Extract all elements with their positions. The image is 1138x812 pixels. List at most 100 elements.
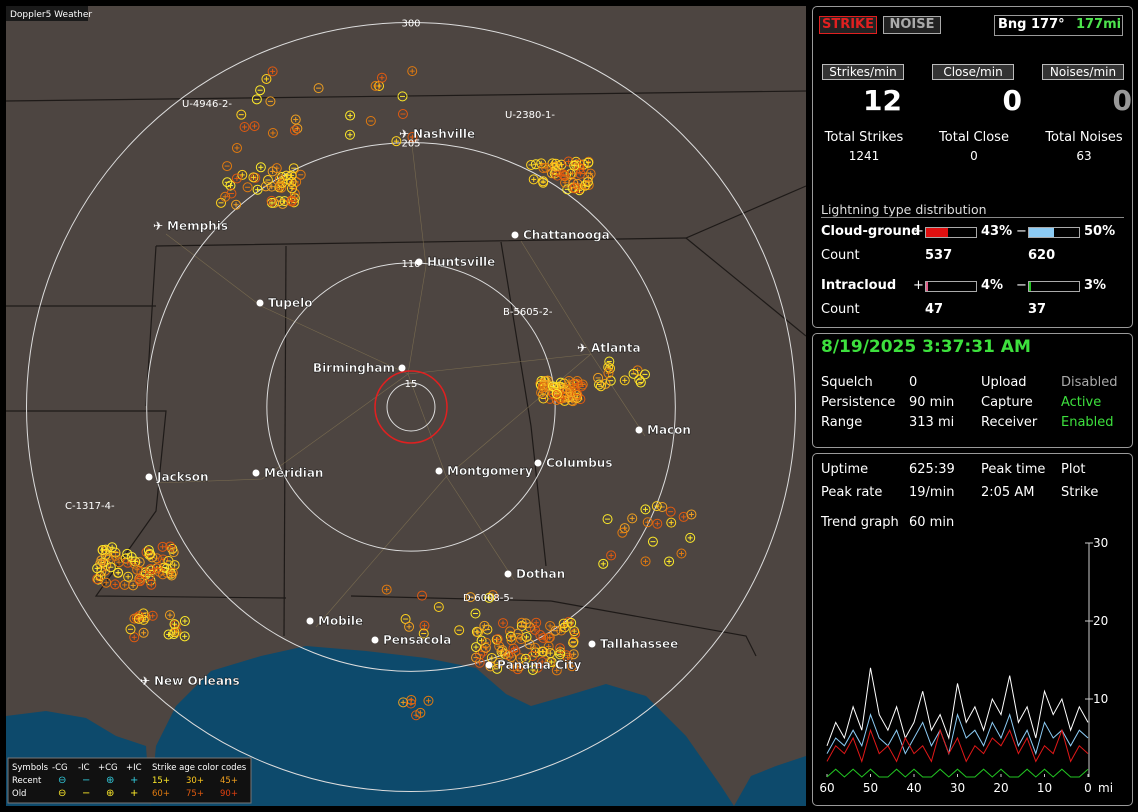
strike-symbol xyxy=(158,554,169,565)
strike-symbol xyxy=(494,657,505,668)
range-ring xyxy=(386,382,436,432)
ring-label: 15 xyxy=(405,379,418,390)
strike-symbol xyxy=(515,653,526,664)
strike-symbol xyxy=(562,184,573,195)
strike-symbol xyxy=(569,160,580,171)
strike-symbol xyxy=(524,639,535,650)
strike-symbol xyxy=(558,618,569,629)
strike-symbol xyxy=(255,162,266,173)
strike-symbol xyxy=(231,199,242,210)
strike-symbol xyxy=(405,698,416,709)
percent: 43% xyxy=(981,224,1013,239)
strike-symbol xyxy=(567,168,578,179)
strike-symbol xyxy=(480,642,491,653)
x-tick-label: 20 xyxy=(993,781,1008,795)
strike-symbol xyxy=(512,628,523,639)
strike-symbol xyxy=(537,646,548,657)
city-label: Panama City xyxy=(497,658,582,672)
strike-symbol xyxy=(239,122,250,133)
strike-symbol xyxy=(138,627,149,638)
city-label: Tupelo xyxy=(268,296,313,310)
legend-symbol: + xyxy=(130,788,138,799)
strike-symbol xyxy=(251,94,262,105)
city-dot xyxy=(504,570,512,578)
strike-symbol xyxy=(476,635,487,646)
strike-symbol xyxy=(492,634,503,645)
legend-age: 15+ xyxy=(152,776,170,786)
cell-label: B-5605-2- xyxy=(503,307,553,318)
legend-row-label: Recent xyxy=(12,776,42,786)
city-label: Chattanooga xyxy=(523,228,610,242)
strike-symbol xyxy=(231,142,242,153)
bar-fill xyxy=(1029,228,1054,237)
legend-header: +CG xyxy=(98,763,118,773)
strike-symbol xyxy=(110,547,121,558)
strike-symbol xyxy=(157,541,168,552)
strike-symbol xyxy=(536,387,547,398)
ring-label: 300 xyxy=(401,19,420,30)
gulf xyxy=(734,756,806,806)
total-value: 0 xyxy=(970,149,978,163)
strike-symbol xyxy=(225,180,236,191)
range-rings xyxy=(26,22,796,792)
x-tick-label: 30 xyxy=(950,781,965,795)
strike-symbol xyxy=(222,177,233,188)
strike-symbol xyxy=(344,129,355,140)
strike-symbol xyxy=(242,182,253,193)
setting: Capture xyxy=(981,395,1033,410)
city-dot xyxy=(534,459,542,467)
strike-symbol xyxy=(252,184,263,195)
city-label: Memphis xyxy=(167,219,228,233)
setting: Disabled xyxy=(1061,375,1118,390)
strike-symbol xyxy=(397,109,408,120)
strike-symbol xyxy=(580,180,591,191)
x-tick-label: 0 xyxy=(1084,781,1092,795)
strike-symbol xyxy=(652,518,663,529)
stats-panel xyxy=(812,453,1133,806)
setting: 90 min xyxy=(909,395,955,410)
strike-symbol xyxy=(568,178,579,189)
strike-symbol xyxy=(678,511,689,522)
strike-symbol xyxy=(594,379,605,390)
strike-symbol xyxy=(134,575,145,586)
button[interactable]: NOISE xyxy=(883,16,941,34)
city-label: Montgomery xyxy=(447,464,533,478)
strike-symbol xyxy=(583,157,594,168)
legend-symbol: ⊕ xyxy=(106,788,114,799)
strike-symbol xyxy=(569,626,580,637)
strike-symbol xyxy=(164,610,175,621)
strike-symbol xyxy=(277,198,288,209)
stat: Peak rate xyxy=(821,485,883,500)
strike-symbol xyxy=(538,176,549,187)
strike-symbol xyxy=(577,379,588,390)
strike-symbol xyxy=(471,642,482,653)
trend-line xyxy=(826,667,1089,746)
city-label: Huntsville xyxy=(427,255,495,269)
strike-symbol xyxy=(133,613,144,624)
strike-symbol xyxy=(107,542,118,553)
strike-symbol xyxy=(527,650,538,661)
city-dot xyxy=(635,426,643,434)
strike-symbol xyxy=(552,170,563,181)
x-tick-label: 60 xyxy=(819,781,834,795)
strike-symbol xyxy=(604,356,615,367)
strike-symbol xyxy=(603,368,614,379)
map: ✈ Nashville ✈ Memphis Chattanooga Huntsville T… xyxy=(6,6,806,806)
rate-value: 0 xyxy=(1112,84,1132,117)
legend-header: -IC xyxy=(78,763,90,773)
city-dot xyxy=(511,231,519,239)
strike-symbol xyxy=(640,504,651,515)
strike-symbol xyxy=(530,624,541,635)
strike-symbol xyxy=(152,563,163,574)
strike-symbol xyxy=(470,608,481,619)
bearing: Bng 177° xyxy=(998,17,1065,32)
legend-symbol: ⊖ xyxy=(58,788,66,799)
strike-symbol xyxy=(484,592,495,603)
strike-symbol xyxy=(222,161,233,172)
strike-symbol xyxy=(524,622,535,633)
button[interactable]: STRIKE xyxy=(819,16,877,34)
stat: Plot xyxy=(1061,462,1086,477)
type-label: Cloud-ground xyxy=(821,224,921,239)
strike-symbol xyxy=(289,125,300,136)
strike-symbol xyxy=(634,374,645,385)
